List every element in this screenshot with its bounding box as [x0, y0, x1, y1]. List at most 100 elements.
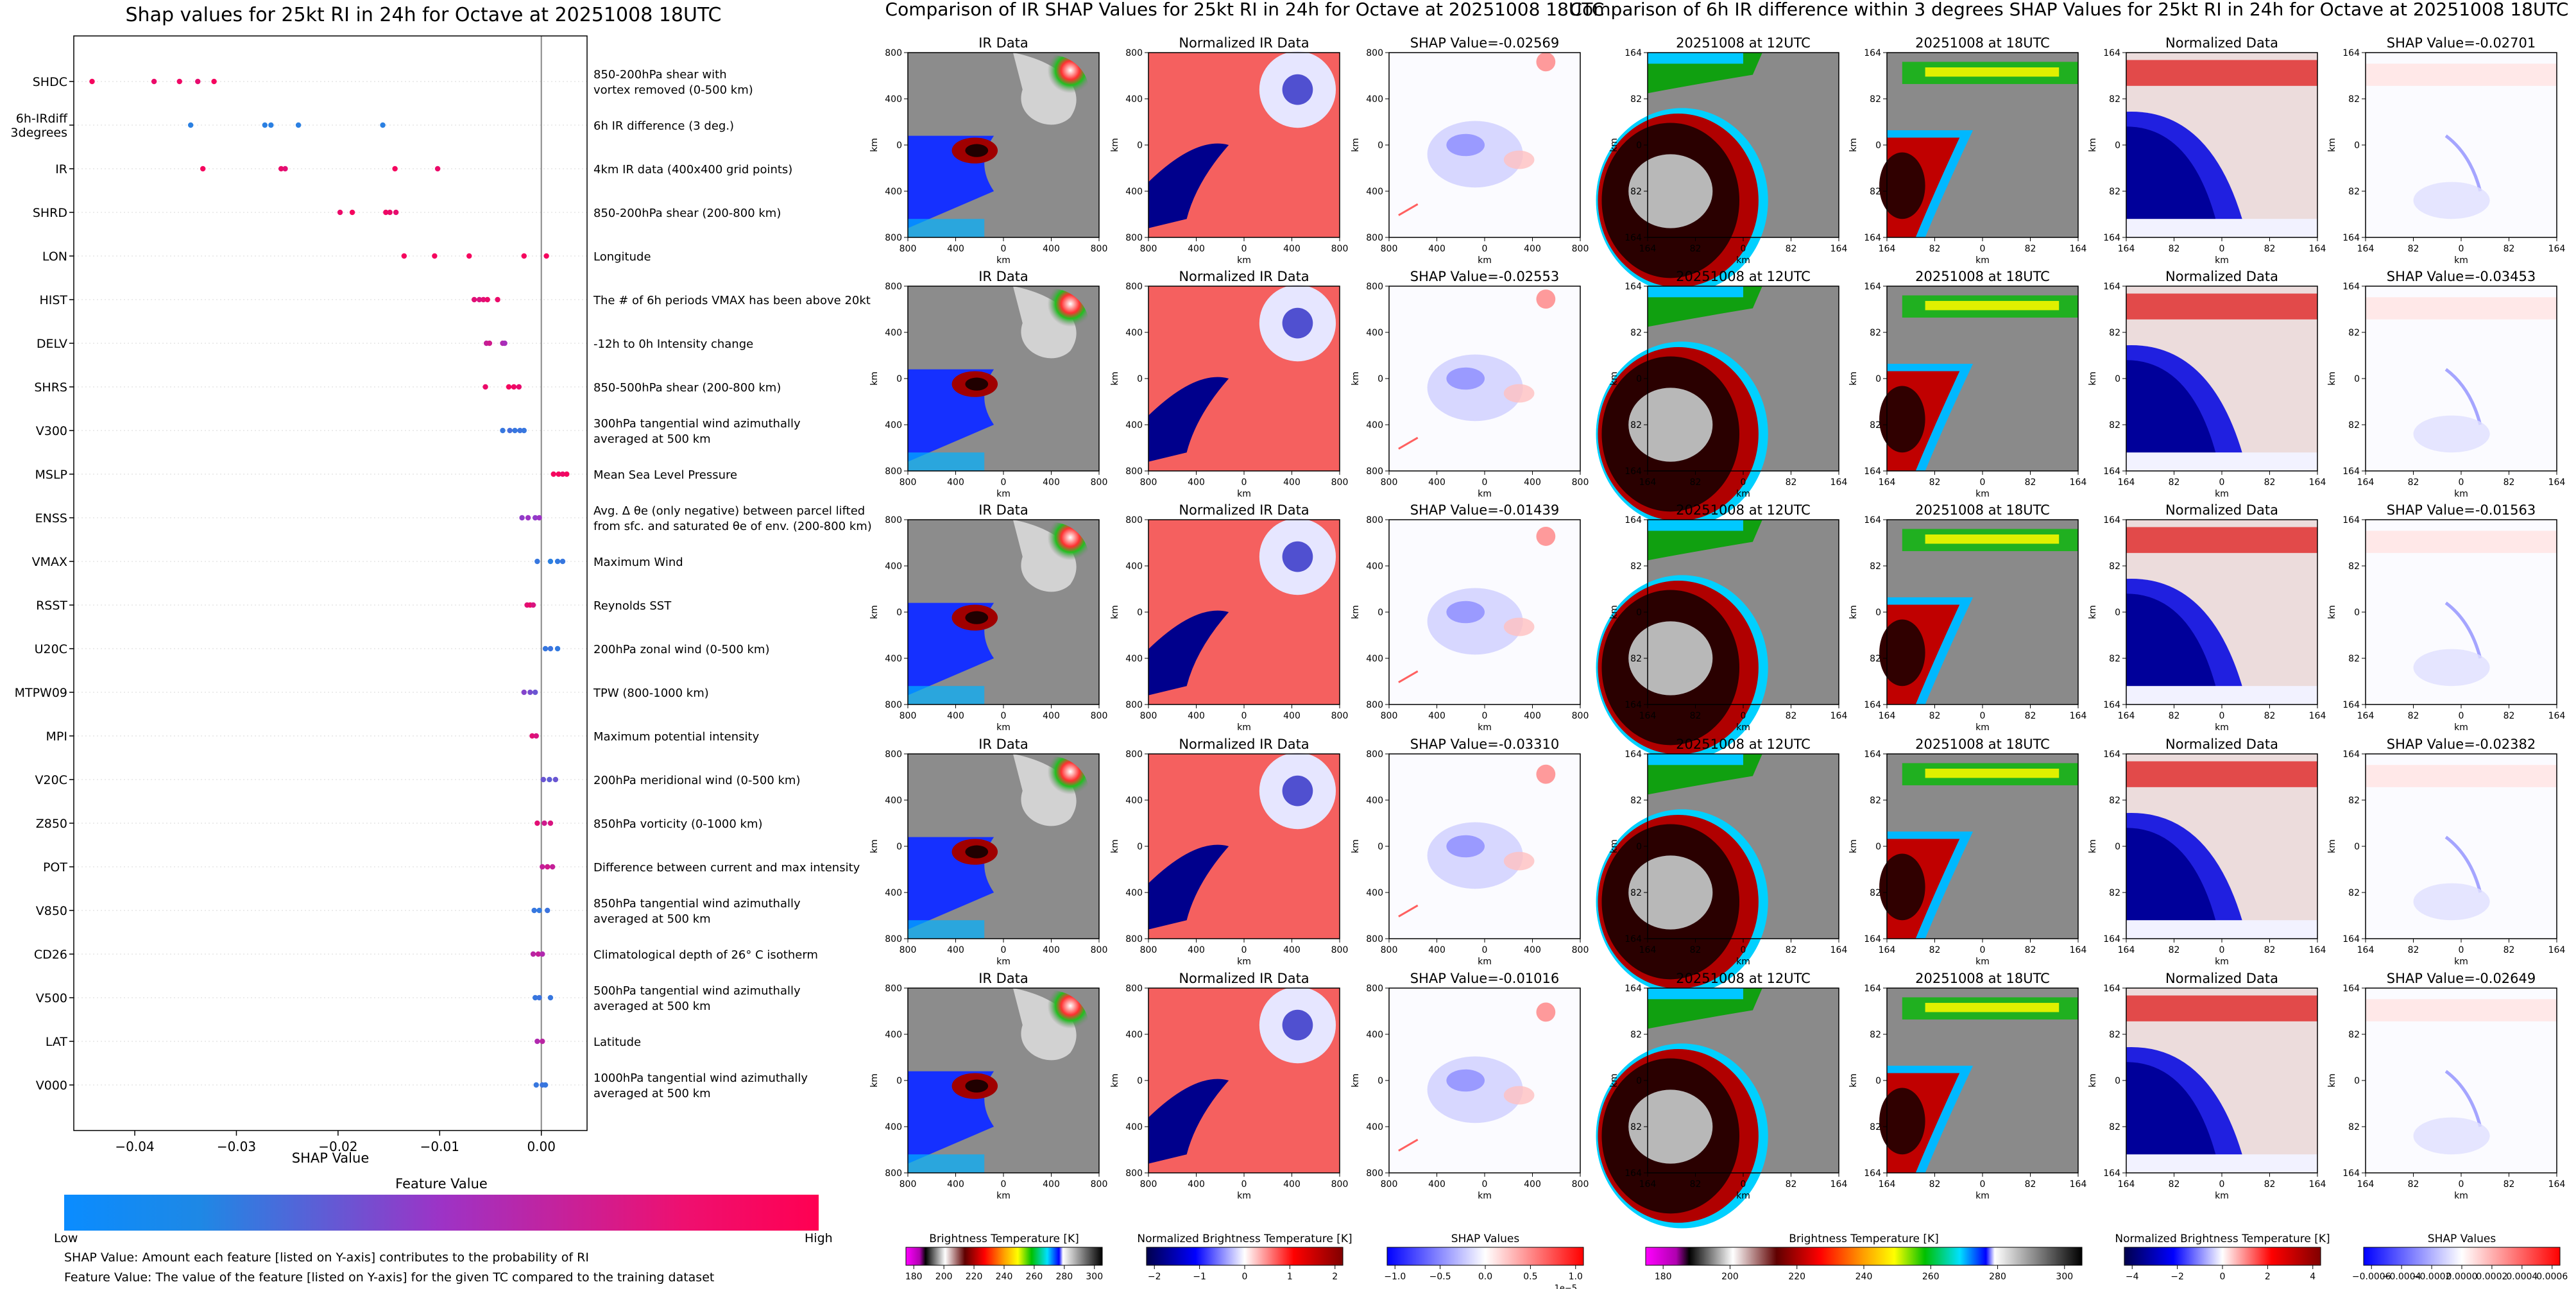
y-tick-label: 82 [1870, 1030, 1881, 1040]
x-tick-label: 0 [2219, 1179, 2225, 1190]
y-tick-label: 0 [1875, 608, 1881, 618]
x-tick-label: 164 [2357, 945, 2375, 955]
positive-shap-band [2366, 765, 2557, 787]
shap-point [495, 296, 500, 303]
colorbar-tick-label: 0.0006 [2536, 1272, 2568, 1282]
x-tick-label: 164 [2118, 244, 2135, 254]
panel-title: 20251008 at 18UTC [1915, 269, 2050, 284]
shap-point [383, 209, 389, 216]
x-tick-label: 0 [1482, 477, 1488, 488]
cold-cloud-core [1879, 1088, 1925, 1155]
y-tick-label: 164 [2342, 749, 2360, 760]
positive-shap-spot [1536, 527, 1556, 546]
shap-point [521, 427, 527, 434]
y-tick-label: 400 [885, 796, 902, 806]
y-tick-label: 164 [2103, 700, 2120, 710]
x-tick-label: 164 [2070, 711, 2087, 721]
positive-shap-band [2366, 531, 2557, 553]
colorbar-tick-label: 260 [1026, 1272, 1043, 1282]
x-tick-label: 0 [1001, 945, 1007, 955]
x-tick-label: 0 [1741, 244, 1746, 254]
y-tick-label: 400 [1125, 654, 1143, 664]
colorbar-tick-label: 0.0002 [2476, 1272, 2507, 1282]
feature-description: 200hPa zonal wind (0-500 km) [593, 643, 770, 656]
x-tick-label: 0 [1001, 1179, 1007, 1190]
positive-band [2126, 60, 2317, 86]
x-tick-label: 164 [2118, 945, 2135, 955]
positive-shap-spot [1536, 764, 1556, 784]
y-axis-label: km [1609, 605, 1619, 619]
ir-row: IR Data80080040040000400400800800kmkmNor… [869, 269, 1589, 499]
shap-point [547, 558, 554, 565]
deep-convection-core [965, 611, 989, 624]
y-tick-label: 164 [2342, 515, 2360, 525]
cloud-top-core [1925, 769, 2060, 778]
y-tick-label: 800 [1125, 515, 1143, 525]
positive-band [2126, 995, 2317, 1021]
y-tick-label: 800 [1125, 48, 1143, 58]
x-tick-label: 800 [1572, 477, 1589, 488]
y-axis-label: km [1351, 371, 1361, 386]
x-tick-label: 82 [1786, 1179, 1797, 1190]
x-axis-label: km [1975, 957, 1990, 967]
x-tick-label: 400 [1283, 244, 1301, 254]
y-tick-label: 82 [2348, 94, 2360, 105]
y-axis-label: km [2088, 138, 2098, 152]
colorbar-tick-label: 0.0000 [2446, 1272, 2478, 1282]
y-tick-label: 164 [2342, 1168, 2360, 1179]
y-tick-label: 82 [1630, 328, 1642, 338]
y-tick-label: 82 [2348, 561, 2360, 572]
shap-point [476, 296, 482, 303]
y-tick-label: 0 [1636, 842, 1642, 852]
y-tick-label: 0 [2354, 1076, 2360, 1086]
x-tick-label: 800 [900, 1179, 917, 1190]
feature-value-colorbar [64, 1195, 819, 1231]
x-tick-label: 0.00 [527, 1139, 556, 1154]
x-axis-label: km [2215, 489, 2229, 499]
shap-point [534, 558, 540, 565]
panel-title: IR Data [978, 737, 1028, 752]
y-axis-label: km [1110, 839, 1120, 853]
shap-point [195, 78, 201, 85]
negative-shap-arc [2444, 835, 2482, 893]
y-axis-label: km [1351, 839, 1361, 853]
x-tick-label: 400 [1188, 477, 1205, 488]
y-axis-label: km [869, 1073, 880, 1088]
shap-point [486, 340, 493, 346]
panel-title: 20251008 at 12UTC [1676, 737, 1811, 752]
shap-point [543, 253, 549, 259]
x-axis-label: km [1736, 722, 1750, 733]
x-tick-label: 400 [947, 477, 964, 488]
positive-shap-spot [1536, 52, 1556, 72]
x-tick-label: 400 [1524, 711, 1541, 721]
panel-title: SHAP Value=-0.02569 [1410, 35, 1560, 51]
y-tick-label: 0 [1875, 1076, 1881, 1086]
x-tick-label: 800 [1331, 244, 1349, 254]
x-tick-label: 0 [1241, 477, 1247, 488]
x-tick-label: 82 [2264, 1179, 2276, 1190]
x-tick-label: 82 [2264, 711, 2276, 721]
x-axis-label: km [2454, 722, 2468, 733]
shap-point [542, 820, 547, 826]
y-tick-label: 0 [1378, 608, 1383, 618]
colorbar-tick-label: 240 [1855, 1272, 1873, 1282]
feature-code-label: CD26 [34, 948, 67, 962]
x-tick-label: 82 [2408, 711, 2419, 721]
positive-shap-region [1503, 150, 1535, 169]
y-tick-label: 82 [1630, 796, 1642, 806]
y-tick-label: 800 [1125, 466, 1143, 477]
x-tick-label: 800 [1140, 477, 1157, 488]
x-axis-label: km [1478, 1191, 1492, 1201]
x-tick-label: 82 [2169, 711, 2180, 721]
x-tick-label: 800 [1331, 477, 1349, 488]
x-tick-label: 800 [1091, 1179, 1108, 1190]
feature-description: 850hPa vorticity (0-1000 km) [593, 817, 763, 831]
panel-title: IR Data [978, 971, 1028, 986]
shap-point [533, 733, 539, 739]
coldest-tops [1628, 855, 1713, 930]
y-tick-label: 164 [1625, 700, 1642, 710]
y-axis-label: km [869, 138, 880, 152]
shap-point [521, 689, 527, 696]
y-axis-label: km [2088, 1073, 2098, 1088]
